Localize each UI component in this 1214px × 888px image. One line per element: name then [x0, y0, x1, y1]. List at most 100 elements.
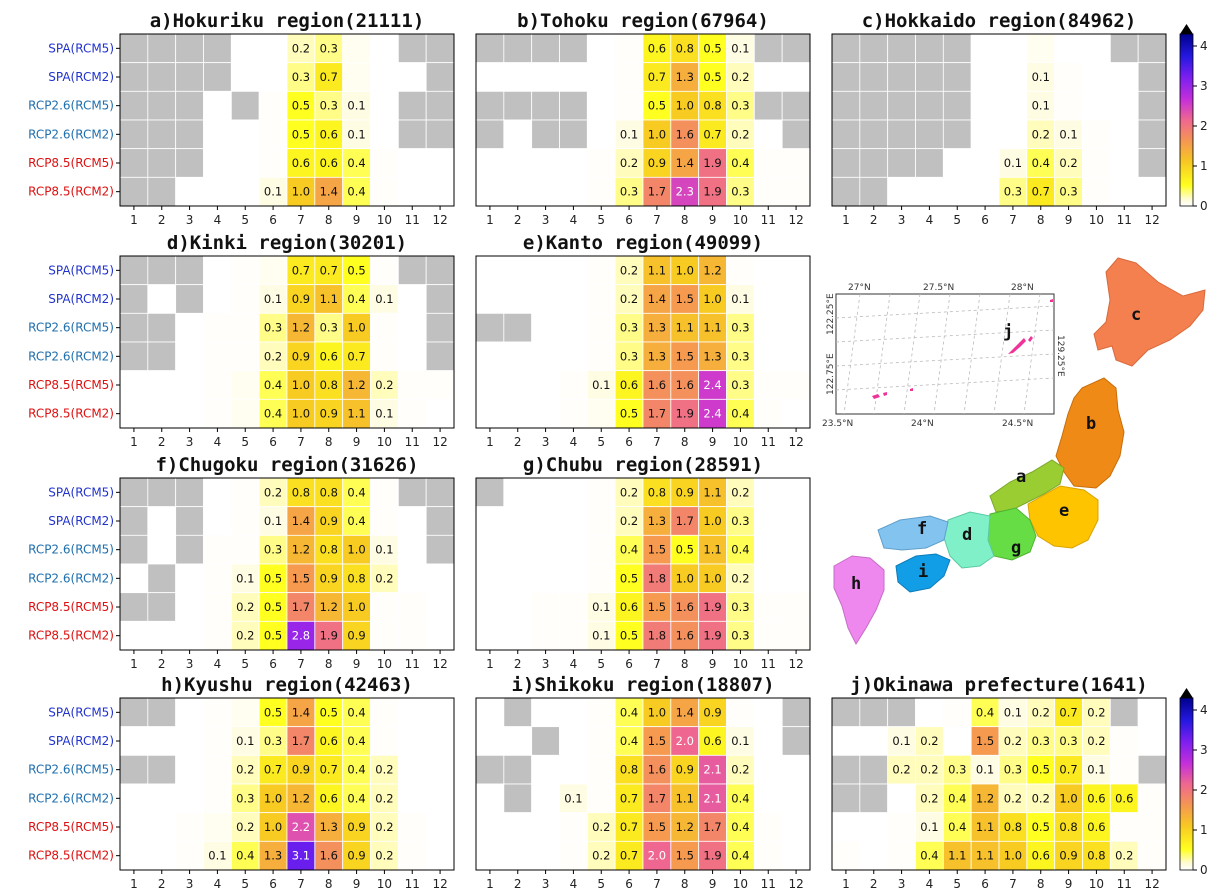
heatmap-cell [559, 33, 588, 64]
heatmap-panel-10: j)Okinawa prefecture(1641) 0.4 0.1 0.2 0.7 0.… [831, 674, 1167, 888]
heatmap-cell [397, 726, 427, 756]
heatmap-cell [614, 62, 644, 92]
cell-value-label: 0.1 [1032, 99, 1050, 113]
cell-value-label: 0.1 [592, 600, 610, 614]
heatmap-cell [753, 284, 783, 314]
heatmap-cell [119, 477, 149, 508]
heatmap-cell [726, 119, 755, 150]
cell-value-label: 0.2 [375, 763, 393, 777]
heatmap-panel-2: b)Tohoku region(67964) 0.6 0.8 0.5 0.1 0.7 1.3… [475, 10, 811, 227]
heatmap-cell [503, 563, 533, 594]
cell-value-label: 0.6 [1087, 820, 1105, 834]
heatmap-cell [203, 284, 232, 314]
colorbar-tick-label: 0 [1200, 199, 1208, 213]
heatmap-cell [475, 398, 505, 429]
inset-left-label-1: 122.25°E [826, 293, 836, 335]
heatmap-cell [831, 33, 861, 64]
cell-value-label: 1.2 [292, 321, 310, 335]
heatmap-cell [342, 33, 371, 64]
heatmap-cell [559, 370, 588, 400]
heatmap-cell [614, 783, 644, 814]
cell-value-label: 0.2 [236, 820, 254, 834]
x-tick-label: 4 [570, 657, 578, 671]
cell-value-label: 1.3 [264, 849, 282, 863]
heatmap-cell [397, 592, 427, 622]
heatmap-cell [475, 255, 505, 286]
heatmap-cell [831, 62, 861, 92]
cell-value-label: 0.5 [264, 705, 282, 719]
cell-value-label: 0.1 [208, 849, 226, 863]
heatmap-cell [670, 312, 700, 343]
heatmap-cell [781, 33, 811, 64]
cell-value-label: 0.1 [592, 629, 610, 643]
cell-value-label: 2.3 [676, 185, 694, 199]
cell-value-label: 0.7 [703, 127, 721, 141]
cell-value-label: 1.3 [648, 349, 666, 363]
cell-value-label: 1.3 [648, 321, 666, 335]
heatmap-cell [531, 176, 560, 207]
cell-value-label: 0.4 [731, 849, 749, 863]
heatmap-cell [425, 312, 455, 343]
heatmap-cell [425, 592, 455, 622]
inset-left-label-2: 122.75°E [826, 353, 836, 395]
heatmap-cell [915, 90, 944, 121]
heatmap-cell [503, 592, 533, 622]
cell-value-label: 1.6 [648, 763, 666, 777]
cell-value-label: 0.2 [236, 629, 254, 643]
heatmap-cell [531, 90, 560, 121]
cell-value-label: 0.7 [320, 763, 338, 777]
heatmap-cell [831, 90, 861, 121]
heatmap-cell [559, 563, 588, 594]
row-label: RCP8.5(RCM2) [28, 407, 114, 421]
heatmap-cell [397, 119, 427, 150]
panel-frame [119, 477, 455, 651]
heatmap-cell [915, 33, 944, 64]
x-tick-label: 1 [486, 435, 494, 449]
heatmap-cell [397, 90, 427, 121]
heatmap-cell [119, 90, 149, 121]
heatmap-cell [342, 341, 371, 372]
x-tick-label: 6 [625, 657, 633, 671]
heatmap-cell [314, 620, 344, 651]
heatmap-cell [175, 812, 204, 842]
heatmap-cell [726, 783, 755, 814]
heatmap-cell [203, 840, 232, 871]
heatmap-cell [286, 592, 316, 622]
heatmap-cell [175, 62, 204, 92]
heatmap-cell [614, 312, 644, 343]
x-tick-label: 8 [681, 877, 689, 888]
cell-value-label: 0.2 [731, 127, 749, 141]
heatmap-cell [831, 697, 861, 728]
cell-value-label: 1.0 [292, 185, 310, 199]
heatmap-cell [342, 62, 371, 92]
x-tick-label: 8 [1037, 877, 1045, 888]
cell-value-label: 0.3 [292, 70, 310, 84]
x-tick-label: 3 [542, 877, 550, 888]
cell-value-label: 0.2 [375, 849, 393, 863]
cell-value-label: 1.0 [1004, 849, 1022, 863]
heatmap-cell [147, 620, 177, 651]
heatmap-cell [175, 398, 204, 429]
heatmap-cell [642, 477, 672, 508]
heatmap-cell [425, 840, 455, 871]
heatmap-cell [230, 255, 260, 286]
heatmap-cell [370, 477, 399, 508]
heatmap-cell [258, 840, 288, 871]
heatmap-cell [726, 534, 755, 565]
heatmap-cell [831, 812, 861, 842]
map-label-d: d [962, 525, 972, 545]
heatmap-cell [531, 477, 560, 508]
cell-value-label: 0.3 [731, 600, 749, 614]
heatmap-cell [670, 563, 700, 594]
cell-value-label: 0.2 [375, 378, 393, 392]
cell-value-label: 1.3 [320, 820, 338, 834]
heatmap-cell [119, 33, 149, 64]
heatmap-cell [230, 90, 260, 121]
heatmap-cell [203, 592, 232, 622]
heatmap-cell [503, 534, 533, 565]
heatmap-cell [230, 33, 260, 64]
heatmap-cell [425, 726, 455, 756]
cell-value-label: 0.7 [320, 70, 338, 84]
heatmap-cell [147, 312, 177, 343]
heatmap-cell [642, 783, 672, 814]
